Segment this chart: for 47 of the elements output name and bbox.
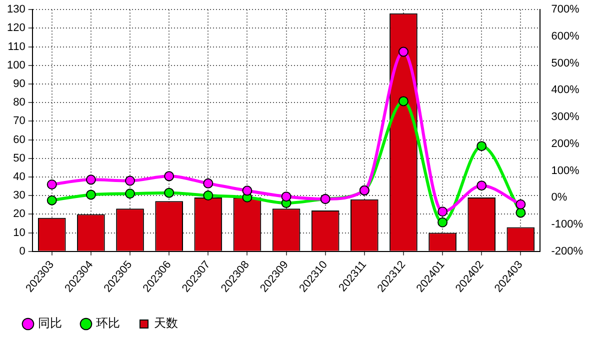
y2-tick-label: 400% [551, 84, 580, 96]
point [476, 180, 487, 191]
point [164, 188, 174, 198]
y-tick-label: 50 [13, 152, 26, 164]
legend-label: 环比 [96, 316, 120, 330]
point [203, 178, 214, 188]
y-tick-label: 80 [13, 96, 26, 109]
point [125, 176, 136, 186]
y2-tick-label: 100% [551, 164, 580, 177]
point [516, 208, 526, 218]
y2-tick-label: 200% [551, 138, 580, 150]
y-tick-label: 70 [13, 115, 26, 128]
point [203, 190, 214, 201]
point [438, 206, 448, 217]
point [398, 46, 408, 57]
point [86, 174, 96, 185]
point [281, 192, 292, 202]
y-tick-label: 110 [8, 40, 26, 53]
y2-tick-label: 700% [551, 4, 580, 16]
y-tick-label: 100 [6, 59, 26, 72]
point [398, 96, 408, 106]
y2-tick-label: -100% [551, 218, 584, 231]
y-tick-label: 10 [13, 226, 26, 239]
legend-label: 天数 [154, 316, 178, 330]
y-tick-label: 130 [6, 4, 26, 16]
legend-label: 同比 [38, 316, 62, 330]
y-tick-label: 0 [19, 245, 26, 258]
y-tick-label: 120 [6, 22, 26, 34]
point [438, 217, 448, 228]
point [46, 180, 57, 190]
y-tick-label: 60 [13, 134, 26, 146]
point [125, 188, 136, 199]
point [242, 186, 252, 196]
point [164, 171, 174, 182]
y-tick-label: 20 [13, 208, 26, 220]
point [86, 190, 96, 200]
y2-tick-label: 300% [551, 111, 580, 124]
y2-tick-label: 0% [551, 192, 568, 204]
point [476, 141, 487, 152]
y-tick-label: 90 [13, 78, 26, 90]
y2-tick-label: 600% [551, 30, 580, 42]
y2-tick-label: 500% [551, 57, 580, 70]
y-tick-label: 40 [13, 171, 26, 184]
y2-tick-label: -200% [551, 245, 584, 258]
point [46, 195, 57, 206]
point [516, 199, 526, 210]
y-tick-label: 30 [13, 190, 26, 202]
